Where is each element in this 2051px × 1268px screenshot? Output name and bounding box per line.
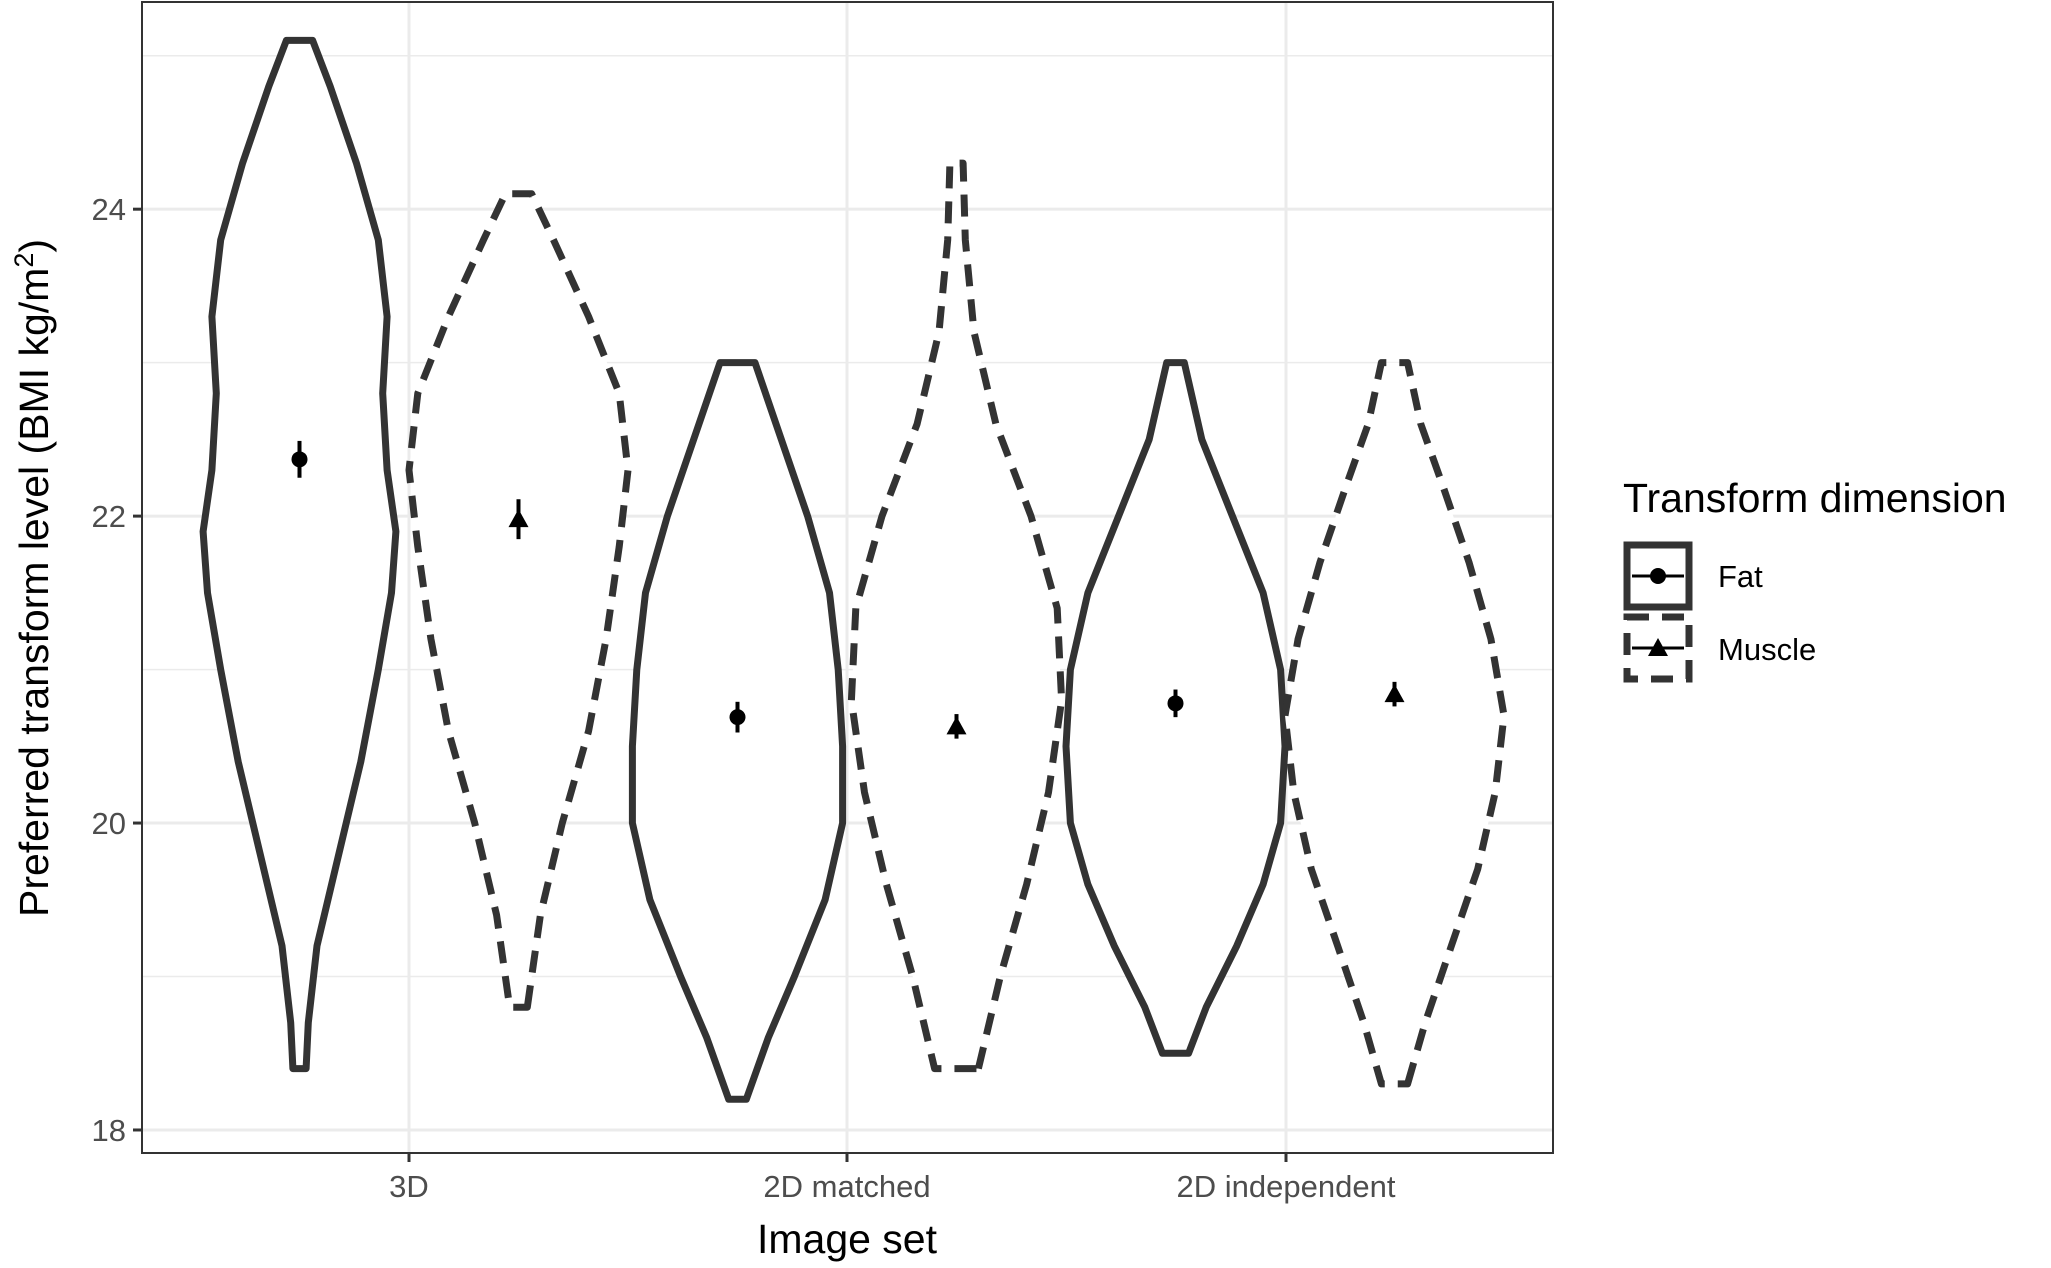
y-tick-label: 20 [92,806,126,841]
x-tick-label: 2D matched [763,1169,930,1204]
mean-markers [291,440,1405,739]
y-tick-label: 22 [92,499,126,534]
legend-key-muscle-marker [1648,638,1668,656]
violin-muscle-2 [847,159,1066,1073]
violin-muscle-3 [1281,359,1508,1088]
y-tick-label: 24 [92,192,126,227]
mean-point-fat [729,709,746,726]
mean-point-muscle [508,509,529,528]
violins [199,36,1508,1103]
violin-muscle-1 [405,190,632,1011]
y-axis-title: Preferred transform level (BMI kg/m2) [9,239,57,917]
y-axis-title-superscript: 2 [9,253,39,268]
x-axis-title: Image set [757,1216,938,1262]
mean-point-muscle [946,716,967,735]
legend-key-fat [1623,541,1693,611]
legend-label-muscle: Muscle [1718,632,1816,667]
mean-point-fat [291,451,308,468]
mean-point-fat [1167,695,1184,712]
x-tick-label: 3D [389,1169,429,1204]
x-tick-label: 2D independent [1177,1169,1396,1204]
legend-label-fat: Fat [1718,559,1763,594]
legend-title: Transform dimension [1623,475,2007,521]
mean-point-muscle [1384,684,1405,703]
y-axis-title-main: Preferred transform level (BMI kg/m [11,268,57,917]
legend-key-muscle [1623,613,1693,683]
violin-fat-1 [199,36,400,1073]
x-axis-ticks: 3D 2D matched 2D independent [389,1153,1396,1204]
legend-keys [1623,541,1693,683]
y-axis-ticks: 18 20 22 24 [92,192,142,1148]
legend: Transform dimension Fat Muscle [1623,475,2007,683]
y-tick-label: 18 [92,1113,126,1148]
legend-key-fat-marker [1650,568,1666,584]
y-axis-title-end: ) [11,239,57,253]
